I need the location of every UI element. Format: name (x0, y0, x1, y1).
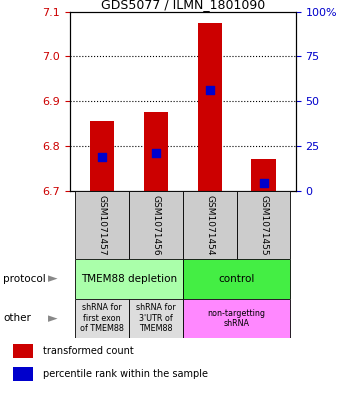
FancyBboxPatch shape (183, 191, 237, 259)
Text: GSM1071457: GSM1071457 (98, 195, 106, 255)
Point (153, 149, 158, 156)
Bar (198, 23, 222, 191)
FancyBboxPatch shape (183, 259, 290, 299)
Bar (144, 112, 168, 191)
Text: GSM1071454: GSM1071454 (205, 195, 214, 255)
Text: TMEM88 depletion: TMEM88 depletion (81, 274, 177, 284)
Text: percentile rank within the sample: percentile rank within the sample (43, 369, 208, 379)
Title: GDS5077 / ILMN_1801090: GDS5077 / ILMN_1801090 (101, 0, 265, 11)
FancyBboxPatch shape (237, 191, 290, 259)
FancyBboxPatch shape (183, 299, 290, 338)
Text: ►: ► (48, 272, 57, 286)
Text: non-targetting
shRNA: non-targetting shRNA (208, 309, 266, 328)
Bar (13, 367, 33, 381)
FancyBboxPatch shape (75, 299, 129, 338)
Bar (251, 159, 276, 191)
Text: transformed count: transformed count (43, 346, 134, 356)
Text: shRNA for
first exon
of TMEM88: shRNA for first exon of TMEM88 (80, 303, 124, 333)
Text: GSM1071456: GSM1071456 (151, 195, 160, 255)
FancyBboxPatch shape (75, 191, 129, 259)
Text: other: other (3, 313, 31, 323)
Bar (13, 343, 33, 358)
Bar (90, 121, 114, 191)
FancyBboxPatch shape (129, 299, 183, 338)
FancyBboxPatch shape (129, 191, 183, 259)
Text: shRNA for
3'UTR of
TMEM88: shRNA for 3'UTR of TMEM88 (136, 303, 176, 333)
Text: control: control (218, 274, 255, 284)
Text: ►: ► (48, 312, 57, 325)
Point (99, 154, 105, 160)
Text: protocol: protocol (3, 274, 46, 284)
Point (207, 87, 212, 93)
Text: GSM1071455: GSM1071455 (259, 195, 268, 255)
FancyBboxPatch shape (75, 259, 183, 299)
Point (261, 180, 266, 186)
